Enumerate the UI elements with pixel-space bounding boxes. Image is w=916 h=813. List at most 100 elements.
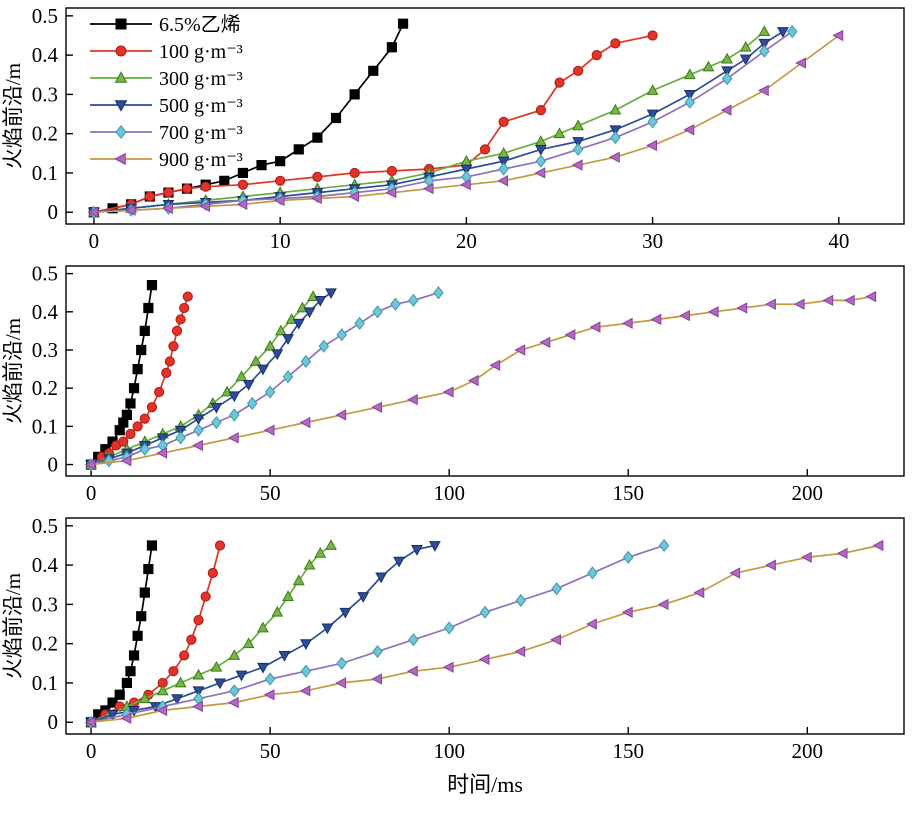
- series-marker: [721, 52, 733, 64]
- series-marker: [282, 370, 294, 384]
- series-marker: [339, 607, 352, 619]
- y-tick-label: 0.1: [32, 161, 58, 185]
- series-marker: [721, 66, 733, 78]
- series-marker: [292, 574, 305, 586]
- series-marker: [118, 436, 129, 447]
- series-marker: [132, 363, 143, 375]
- y-tick-label: 0.4: [32, 43, 59, 67]
- y-tick-label: 0.2: [32, 376, 58, 400]
- series-marker: [591, 50, 602, 61]
- triangle-left-icon: [114, 152, 126, 166]
- series-marker: [372, 644, 383, 659]
- series-marker: [292, 318, 305, 330]
- series-marker: [514, 344, 526, 356]
- series-marker: [192, 668, 205, 680]
- x-tick-label: 40: [828, 229, 849, 253]
- series-marker: [534, 167, 546, 179]
- series-marker: [264, 672, 276, 686]
- series-marker: [349, 167, 360, 179]
- x-tick-label: 150: [612, 481, 644, 505]
- series-marker: [572, 142, 584, 156]
- x-tick-label: 0: [86, 739, 97, 763]
- series-marker: [146, 540, 158, 551]
- series-marker: [168, 666, 179, 677]
- series-marker: [758, 38, 771, 50]
- series-marker: [467, 374, 479, 387]
- series-marker: [124, 204, 136, 216]
- x-tick-label: 50: [260, 481, 281, 505]
- series-marker: [200, 591, 211, 602]
- x-tick-label: 100: [433, 739, 465, 763]
- series-marker: [489, 359, 501, 371]
- legend-label: 300 g·m⁻³: [159, 68, 243, 90]
- series-marker: [822, 294, 834, 307]
- series-marker: [336, 328, 347, 342]
- series-marker: [478, 653, 490, 666]
- x-tick-label: 0: [89, 229, 100, 253]
- series-marker: [442, 661, 454, 673]
- series-marker: [650, 313, 662, 326]
- series-marker: [433, 286, 444, 300]
- series-marker: [535, 154, 547, 168]
- series-marker: [777, 27, 789, 38]
- series-marker: [330, 112, 342, 124]
- series-marker: [843, 294, 855, 307]
- series-marker: [128, 650, 140, 661]
- series-marker: [278, 651, 291, 662]
- series-marker: [872, 539, 884, 552]
- x-tick-label: 100: [433, 481, 465, 505]
- series-marker: [535, 105, 546, 116]
- series-marker: [721, 72, 733, 86]
- y-axis-title: 火焰前沿/m: [1, 318, 25, 424]
- series-marker: [125, 666, 136, 677]
- x-tick-label: 50: [260, 739, 281, 763]
- chart-svg-3: 0 50 100 150 200 0 0.1 0.2 0.3 0.4 0.5 火焰前沿/m: [1, 514, 905, 763]
- series-marker: [179, 650, 190, 661]
- x-tick-label: 20: [456, 229, 477, 253]
- series-marker: [282, 334, 294, 345]
- series-marker: [375, 572, 388, 584]
- series-marker: [534, 144, 547, 156]
- series-marker: [460, 164, 473, 176]
- series-marker: [120, 712, 132, 724]
- series-marker: [161, 367, 172, 379]
- series-marker: [139, 442, 151, 456]
- series-marker: [325, 288, 337, 300]
- series-marker: [87, 206, 99, 218]
- series-300 g·m⁻³: [85, 539, 337, 727]
- series-marker: [174, 676, 187, 688]
- series-marker: [121, 409, 132, 421]
- series-marker: [256, 159, 267, 171]
- series-marker: [192, 686, 205, 698]
- series-marker: [136, 344, 147, 356]
- series-marker: [683, 89, 696, 101]
- series-marker: [210, 402, 223, 414]
- series-marker: [836, 547, 848, 560]
- series-marker: [759, 44, 770, 58]
- y-tick-label: 0.5: [32, 262, 58, 286]
- series-marker: [314, 547, 327, 558]
- series-marker: [214, 540, 226, 551]
- series-marker: [515, 593, 527, 608]
- series-marker: [175, 431, 186, 445]
- series-marker: [679, 309, 690, 322]
- series-marker: [146, 402, 158, 413]
- series-marker: [720, 104, 732, 116]
- series-marker: [586, 618, 597, 630]
- series-marker: [257, 364, 269, 376]
- series-marker: [646, 84, 659, 95]
- series-marker: [550, 634, 562, 646]
- series-marker: [214, 678, 226, 690]
- series-marker: [498, 116, 509, 127]
- series-marker: [621, 606, 633, 618]
- chart-svg-2: 0 50 100 150 200 0 0.1 0.2 0.3 0.4 0.5 火焰前沿/m: [1, 262, 905, 505]
- series-marker: [242, 637, 255, 649]
- x-tick-label: 10: [270, 229, 291, 253]
- series-marker: [386, 42, 397, 53]
- series-marker: [237, 167, 249, 179]
- series-marker: [200, 181, 211, 192]
- series-marker: [143, 563, 154, 575]
- series-marker: [608, 151, 620, 163]
- series-marker: [572, 137, 585, 148]
- series-marker: [128, 383, 140, 394]
